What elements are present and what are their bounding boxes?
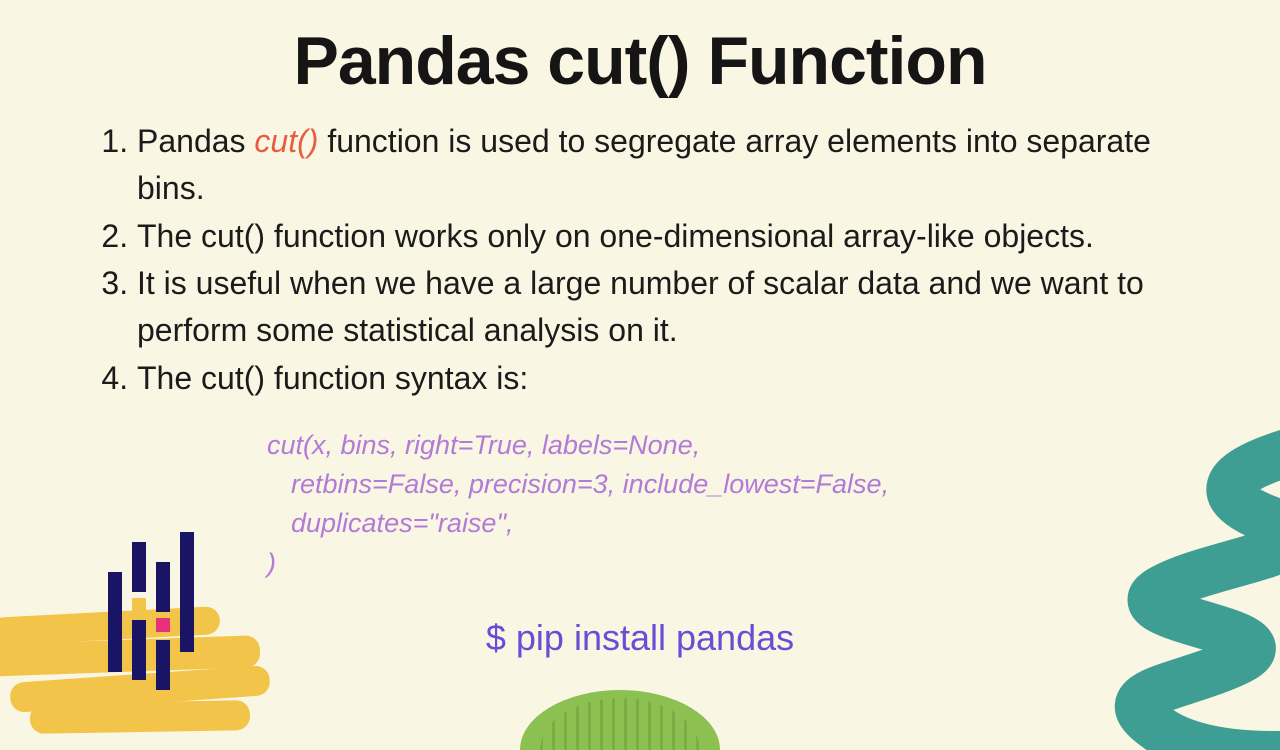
point-3: It is useful when we have a large number… [137,260,1200,355]
code-line-3: duplicates="raise", [267,504,1200,543]
point-4: The cut() function syntax is: [137,355,1200,402]
points-list: Pandas cut() function is used to segrega… [95,118,1200,402]
syntax-code-block: cut(x, bins, right=True, labels=None, re… [267,426,1200,583]
point-1-prefix: Pandas [137,123,254,159]
code-line-2: retbins=False, precision=3, include_lowe… [267,465,1200,504]
code-line-1: cut(x, bins, right=True, labels=None, [267,426,1200,465]
point-1: Pandas cut() function is used to segrega… [137,118,1200,213]
point-1-highlight: cut() [254,123,318,159]
code-line-4: ) [267,544,1200,583]
point-2: The cut() function works only on one-dim… [137,213,1200,260]
green-blob-decoration-icon [520,690,720,750]
content-area: Pandas cut() function is used to segrega… [0,100,1280,583]
install-command: $ pip install pandas [0,617,1280,659]
page-title: Pandas cut() Function [0,0,1280,100]
